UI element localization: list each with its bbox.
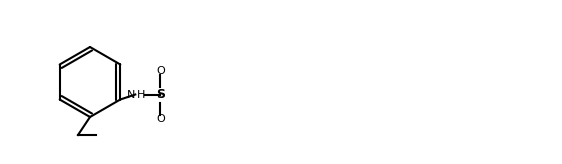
Text: O: O	[156, 113, 165, 123]
Text: N: N	[127, 90, 135, 100]
Text: O: O	[156, 65, 165, 75]
Text: H: H	[137, 90, 146, 100]
Text: S: S	[156, 88, 165, 101]
